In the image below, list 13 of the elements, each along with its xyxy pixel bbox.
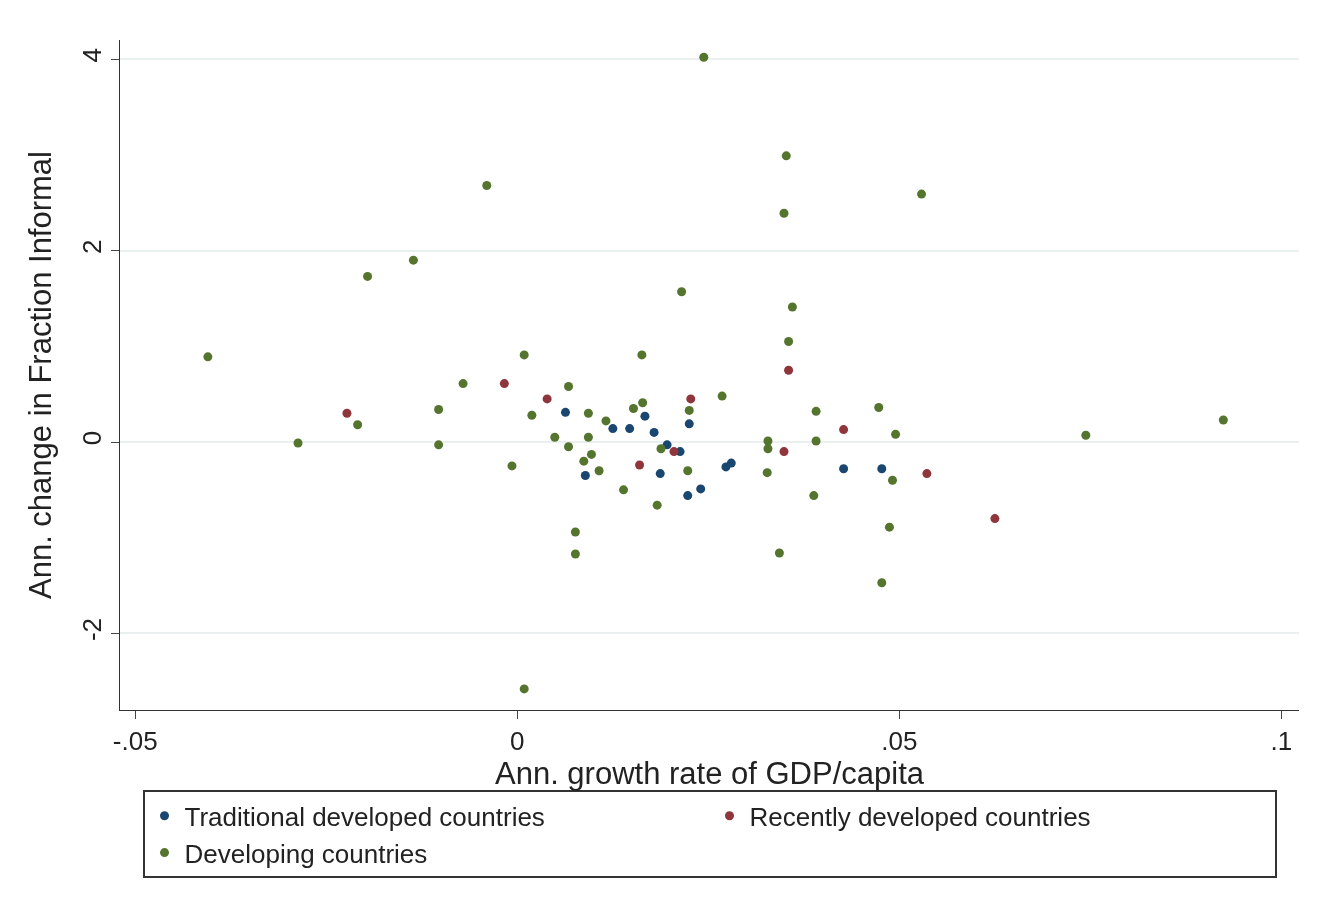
y-tick-label: 4	[76, 48, 107, 63]
x-tick-label: 0	[510, 726, 525, 757]
y-tick-label: 2	[76, 239, 107, 254]
y-axis-title: Ann. change in Fraction Informal	[23, 150, 59, 600]
x-tick-label: -.05	[112, 726, 158, 757]
x-tick-label: .05	[881, 726, 918, 757]
x-tick-label: .1	[1270, 726, 1293, 757]
y-tick-label: 0	[76, 430, 107, 446]
x-axis-title: Ann. growth rate of GDP/capita	[494, 756, 925, 792]
legend-label: Recently developed countries	[749, 801, 1091, 832]
legend-label: Traditional developed countries	[184, 801, 545, 832]
legend-label: Developing countries	[184, 838, 428, 869]
y-tick-label: -2	[76, 617, 107, 642]
